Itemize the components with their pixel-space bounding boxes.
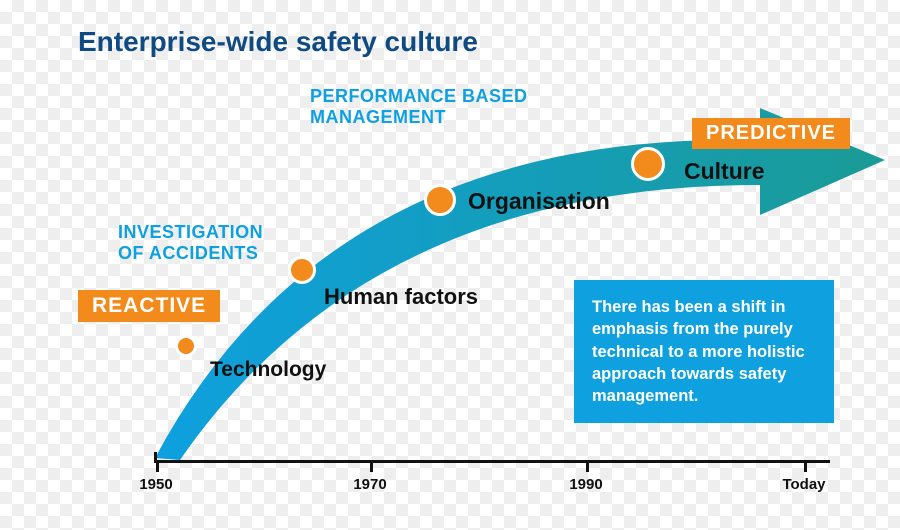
axis-tick-label: 1950 — [139, 476, 172, 493]
axis-tick — [804, 460, 807, 472]
tag-predictive: PREDICTIVE — [692, 118, 850, 149]
tag-reactive: REACTIVE — [78, 290, 220, 322]
point-label-technology: Technology — [210, 358, 326, 382]
point-label-human-factors: Human factors — [324, 284, 478, 310]
point-label-organisation: Organisation — [468, 188, 610, 215]
axis-tick-label: 1990 — [569, 476, 602, 493]
callout-box: There has been a shift in emphasis from … — [574, 280, 834, 423]
marker-culture — [631, 147, 665, 181]
marker-organisation — [424, 184, 456, 216]
phase-label-investigation: INVESTIGATIONOF ACCIDENTS — [118, 222, 263, 264]
axis-tick — [156, 460, 159, 472]
axis-tick-label: 1970 — [353, 476, 386, 493]
marker-human-factors — [288, 256, 316, 284]
axis-tick — [370, 460, 373, 472]
point-label-culture: Culture — [684, 158, 765, 185]
axis-line — [154, 460, 830, 463]
phase-label-performance: PERFORMANCE BASEDMANAGEMENT — [310, 86, 528, 128]
chart-title: Enterprise-wide safety culture — [78, 26, 478, 58]
axis-tick-label: Today — [782, 476, 825, 493]
marker-technology — [175, 335, 197, 357]
curve-arrow — [0, 0, 900, 530]
axis-tick — [586, 460, 589, 472]
